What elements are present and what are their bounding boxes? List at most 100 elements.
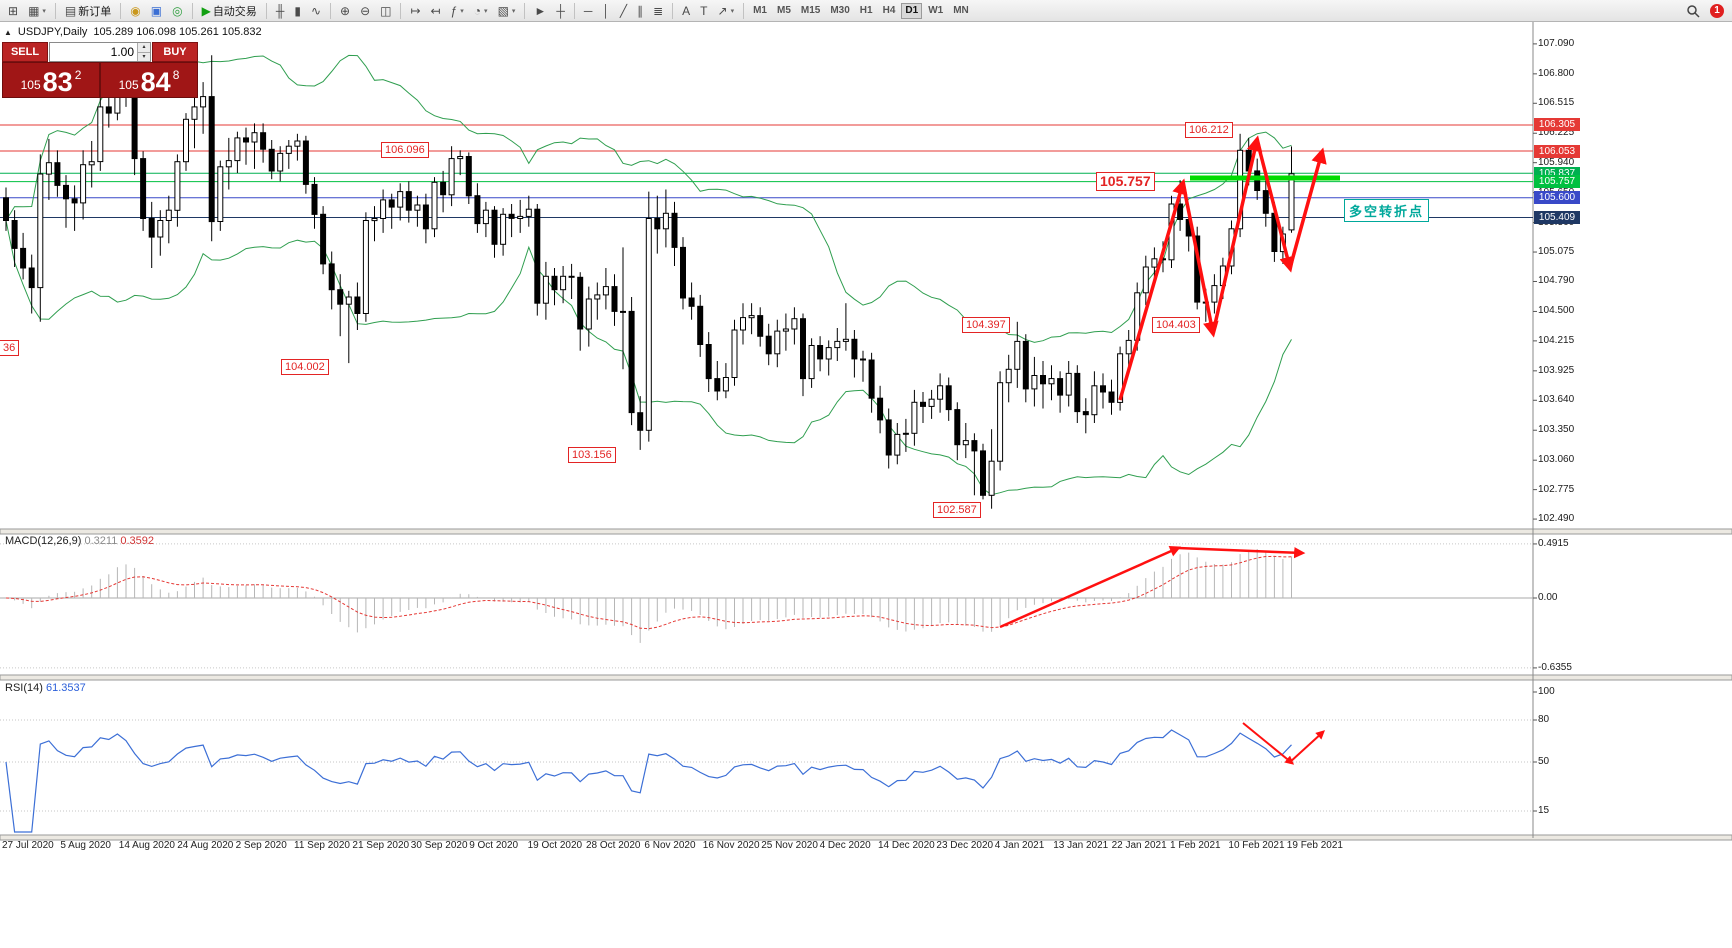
toolbar-separator: [400, 2, 402, 19]
volume-decrease-button[interactable]: ▾: [137, 52, 150, 61]
line-chart-button[interactable]: ∿: [307, 2, 325, 20]
arrows-button[interactable]: ↗ ▾: [714, 2, 739, 20]
horizontal-line-button[interactable]: ─: [580, 2, 597, 20]
chart-canvas[interactable]: [0, 22, 1732, 948]
zoom-out-icon: ⊖: [360, 3, 371, 18]
chevron-down-icon: ▾: [484, 7, 488, 15]
sell-button[interactable]: SELL: [2, 42, 48, 62]
chart-price-label[interactable]: 105.757: [1096, 172, 1155, 191]
rsi-name: RSI(14): [5, 682, 43, 694]
text-label-button[interactable]: T: [696, 2, 711, 20]
navigator-icon: ◎: [172, 3, 183, 18]
rsi-value: 61.3537: [45, 682, 86, 694]
toolbar-separator: [120, 2, 122, 19]
tile-windows-button[interactable]: ◫: [376, 2, 395, 20]
periods-button[interactable]: ◔ ▾: [470, 2, 492, 20]
sell-price-big: 83: [42, 67, 73, 97]
chart-price-label[interactable]: 103.156: [568, 447, 616, 463]
volume-control: ▴ ▾: [49, 42, 151, 62]
trade-panel-controls: SELL ▴ ▾ BUY: [2, 42, 198, 62]
indicators-button[interactable]: ƒ ▾: [447, 2, 468, 20]
cursor-button[interactable]: ►: [530, 2, 550, 20]
zoom-in-icon: ⊕: [340, 3, 351, 18]
symbol-name: USDJPY,Daily: [17, 26, 88, 38]
macd-name: MACD(12,26,9): [5, 535, 82, 547]
notification-badge[interactable]: 1: [1710, 3, 1724, 18]
chart-price-label[interactable]: 106.096: [381, 142, 429, 158]
toolbar-separator: [524, 2, 526, 19]
sell-price-prefix: 105: [20, 78, 41, 92]
macd-value-signal: 0.3592: [120, 535, 155, 547]
templates-button[interactable]: ▧ ▾: [494, 2, 520, 20]
zoom-in-button[interactable]: ⊕: [336, 2, 354, 20]
timeframe-mn-button[interactable]: MN: [949, 3, 973, 19]
timeframe-m15-button[interactable]: M15: [797, 3, 824, 19]
toolbar-separator: [54, 2, 56, 19]
profiles-button[interactable]: ▦ ▾: [24, 2, 50, 20]
toolbar-separator: [191, 2, 193, 19]
fibonacci-button[interactable]: ≣: [649, 2, 667, 20]
auto-trading-button-label: 自动交易: [212, 5, 257, 18]
text-label-icon: T: [700, 3, 708, 18]
timeframe-m5-button[interactable]: M5: [773, 3, 795, 19]
text-icon: A: [682, 3, 691, 18]
chart-window: ▲ USDJPY,Daily 105.289 106.098 105.261 1…: [0, 22, 1732, 948]
timeframe-h4-button[interactable]: H4: [879, 3, 900, 19]
chart-price-label[interactable]: 36: [0, 340, 20, 356]
bar-chart-button[interactable]: ╫: [272, 2, 289, 20]
candlestick-chart-icon: ▮: [294, 3, 301, 18]
main-toolbar: ⊞ ▦ ▾ ▤ 新订单 ◉ ▣ ◎ ▶ 自动交易 ╫ ▮ ∿ ⊕ ⊖ ◫ ↦ ↤ ƒ ▾ ◔ ▾ ▧ ▾ ► ┼ ─ │ ╱ ∥ ≣ A T ↗ ▾…: [0, 0, 1732, 22]
vertical-line-button[interactable]: │: [598, 2, 614, 20]
data-window-button[interactable]: ▣: [147, 2, 166, 20]
crosshair-button[interactable]: ┼: [552, 2, 569, 20]
market-watch-icon: ◉: [130, 3, 141, 18]
bar-chart-icon: ╫: [275, 3, 285, 18]
data-window-icon: ▣: [150, 3, 163, 18]
buy-price[interactable]: 105 84 8: [100, 62, 198, 98]
chevron-down-icon: ▾: [730, 7, 735, 15]
toolbar-right: 1: [1681, 1, 1729, 21]
macd-value-main: 0.3211: [84, 535, 118, 547]
timeframe-m30-button[interactable]: M30: [826, 3, 853, 19]
buy-button[interactable]: BUY: [152, 42, 198, 62]
macd-indicator-label: MACD(12,26,9) 0.3211 0.3592: [5, 535, 154, 547]
navigator-button[interactable]: ◎: [168, 2, 186, 20]
new-order-button[interactable]: ▤ 新订单: [61, 2, 115, 20]
sell-price[interactable]: 105 83 2: [2, 62, 100, 98]
arrows-icon: ↗: [717, 3, 728, 18]
timeframe-w1-button[interactable]: W1: [924, 3, 947, 19]
chart-price-label[interactable]: 104.397: [962, 317, 1010, 333]
chart-price-label[interactable]: 102.587: [933, 502, 981, 518]
search-button[interactable]: [1682, 1, 1704, 21]
chart-shift-button[interactable]: ↤: [427, 2, 445, 20]
sell-price-pip: 2: [74, 68, 82, 82]
equidistant-channel-button[interactable]: ∥: [633, 2, 647, 20]
volume-input[interactable]: [50, 43, 137, 61]
candlestick-chart-button[interactable]: ▮: [290, 2, 305, 20]
market-watch-button[interactable]: ◉: [126, 2, 144, 20]
ohlc-values: 105.289 106.098 105.261 105.832: [93, 26, 262, 38]
timeframe-h1-button[interactable]: H1: [856, 3, 877, 19]
auto-trading-button[interactable]: ▶ 自动交易: [198, 2, 261, 20]
chart-price-label[interactable]: 104.403: [1152, 317, 1200, 333]
text-button[interactable]: A: [678, 2, 694, 20]
horizontal-line-icon: ─: [583, 3, 593, 18]
timeframe-d1-button[interactable]: D1: [901, 2, 923, 19]
chart-price-label[interactable]: 106.212: [1185, 122, 1233, 138]
collapse-panel-icon[interactable]: ▲: [4, 27, 12, 37]
zoom-out-button[interactable]: ⊖: [356, 2, 374, 20]
trendline-button[interactable]: ╱: [616, 2, 631, 20]
trendline-icon: ╱: [619, 3, 628, 18]
cursor-icon: ►: [534, 3, 547, 18]
auto-scroll-button[interactable]: ↦: [406, 2, 424, 20]
volume-increase-button[interactable]: ▴: [137, 43, 150, 53]
chart-price-label[interactable]: 104.002: [281, 359, 329, 375]
new-chart-button[interactable]: ⊞: [4, 2, 22, 20]
timeframe-m1-button[interactable]: M1: [749, 3, 771, 19]
buy-price-pip: 8: [172, 68, 180, 82]
chevron-down-icon: ▾: [460, 7, 464, 15]
buy-price-big: 84: [140, 67, 171, 97]
turning-point-annotation[interactable]: 多空转折点: [1344, 199, 1430, 222]
toolbar-buttons: ⊞ ▦ ▾ ▤ 新订单 ◉ ▣ ◎ ▶ 自动交易 ╫ ▮ ∿ ⊕ ⊖ ◫ ↦ ↤ ƒ ▾ ◔ ▾ ▧ ▾ ► ┼ ─ │ ╱ ∥ ≣ A T ↗ ▾…: [3, 0, 1681, 21]
templates-icon: ▧: [497, 3, 509, 18]
